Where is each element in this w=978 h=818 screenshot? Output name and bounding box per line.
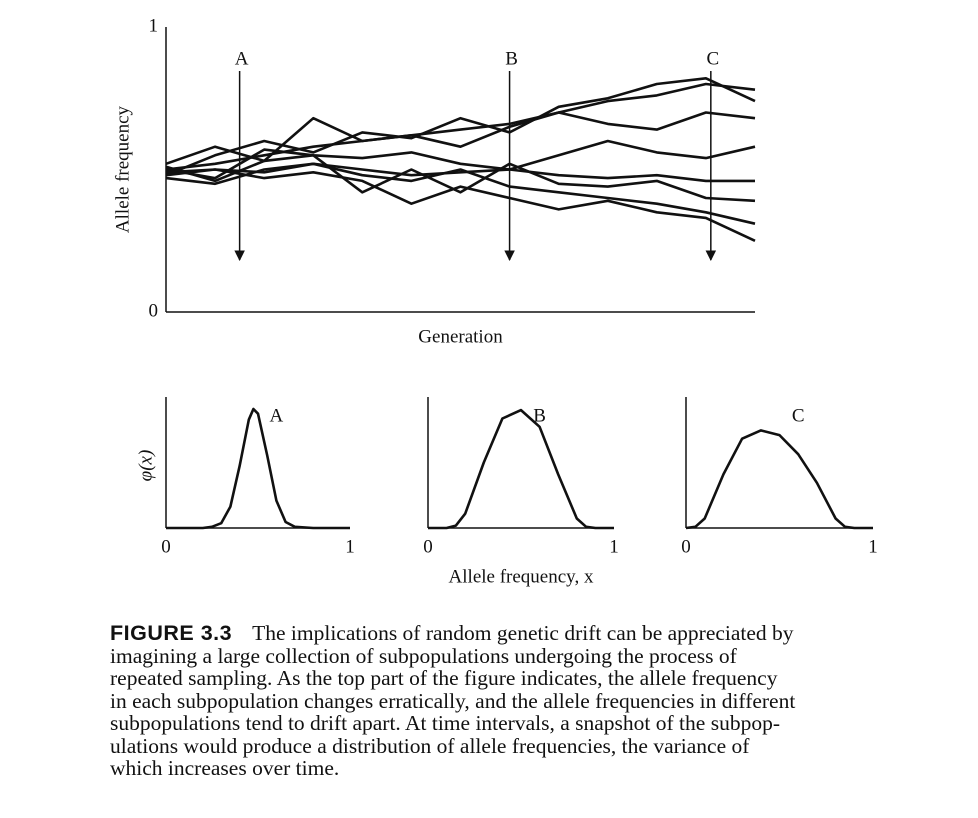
line (685, 429, 873, 530)
y-tick-label: 0 (149, 300, 159, 321)
x-axis-label: Generation (418, 326, 503, 347)
x-tick-label: 0 (423, 536, 433, 557)
caption-line-row: FIGURE 3.3 The implications of random gen… (110, 622, 970, 645)
caption: FIGURE 3.3 The implications of random gen… (110, 622, 970, 780)
y-axis-label: φ(x) (135, 450, 156, 482)
figure-label: FIGURE 3.3 (110, 621, 233, 645)
x-tick-label: 1 (609, 536, 619, 557)
x-axis-label: Allele frequency, x (449, 566, 594, 587)
caption-line: subpopulations tend to drift apart. At t… (110, 711, 780, 735)
caption-line-row: subpopulations tend to drift apart. At t… (110, 712, 970, 735)
y-tick-label: 1 (149, 15, 159, 36)
line (166, 407, 350, 530)
line (428, 408, 614, 530)
line (165, 139, 756, 180)
panel-label: B (533, 405, 546, 426)
line (165, 154, 756, 203)
line (165, 168, 756, 242)
caption-line: in each subpopulation changes erraticall… (110, 688, 796, 713)
line (165, 77, 756, 177)
caption-line: imagining a large collection of subpopul… (110, 643, 737, 668)
annotation-label: A (235, 48, 249, 69)
caption-line: ulations would produce a distribution of… (110, 733, 750, 758)
line (165, 162, 756, 225)
caption-line-row: imagining a large collection of subpopul… (110, 643, 970, 668)
line (165, 82, 756, 171)
panel-label: A (270, 405, 284, 426)
figure: 0 1 Allele frequency Generation A B C 0 1 Aφ(x) 0 1… (112, 15, 878, 587)
caption-line: which increases over time. (110, 756, 340, 780)
caption-line: The implications of random genetic drift… (252, 621, 794, 645)
y-axis-label: Allele frequency (112, 105, 133, 233)
caption-line-row: repeated sampling. As the top part of th… (110, 667, 970, 690)
x-tick-label: 0 (161, 536, 171, 557)
line (165, 162, 755, 183)
x-tick-label: 1 (868, 536, 878, 557)
annotation-label: B (505, 48, 518, 69)
caption-line: repeated sampling. As the top part of th… (110, 666, 778, 690)
annotation-label: C (706, 48, 719, 69)
caption-line-row: which increases over time. (110, 757, 970, 780)
x-tick-label: 0 (681, 536, 691, 557)
panel-label: C (792, 405, 805, 426)
caption-line-row: ulations would produce a distribution of… (110, 733, 970, 758)
caption-line-row: in each subpopulation changes erraticall… (110, 688, 970, 713)
x-tick-label: 1 (345, 536, 355, 557)
